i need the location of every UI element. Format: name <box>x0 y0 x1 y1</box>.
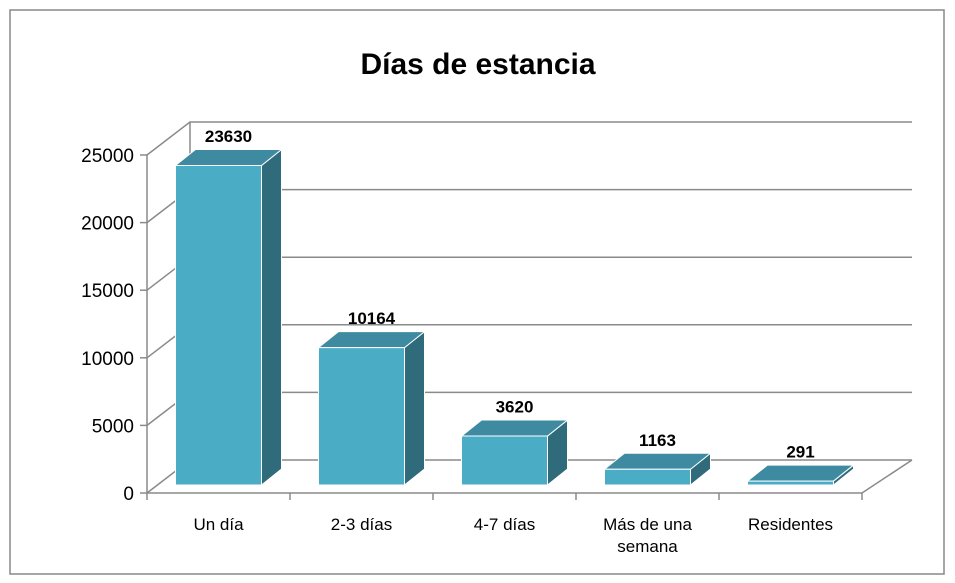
bar-side <box>261 148 282 487</box>
bar <box>460 419 569 487</box>
grid-line <box>146 121 912 156</box>
data-label: 23630 <box>205 127 252 146</box>
chart-border <box>9 9 945 575</box>
x-tick-label: 4-7 días <box>473 515 536 534</box>
x-tick-label: Un día <box>193 515 244 534</box>
chart-title: Días de estancia <box>360 48 595 81</box>
y-tick-label: 25000 <box>81 146 134 167</box>
floor-edge <box>861 459 913 494</box>
y-tick-label: 10000 <box>81 349 134 370</box>
bar <box>746 464 855 487</box>
bar <box>174 148 283 487</box>
y-tick-label: 20000 <box>81 214 134 235</box>
bar-front <box>318 347 405 486</box>
bar-side <box>404 330 425 487</box>
data-label: 291 <box>786 443 814 462</box>
bar-front <box>604 468 691 486</box>
y-tick-label: 5000 <box>92 416 134 437</box>
data-label: 3620 <box>496 398 534 417</box>
x-tick-label: 2-3 días <box>330 515 393 534</box>
y-tick-label: 0 <box>123 484 134 505</box>
bar <box>317 330 426 487</box>
data-label: 1163 <box>639 431 676 450</box>
bar-front <box>175 165 262 486</box>
bar <box>603 452 712 487</box>
data-label: 10164 <box>348 309 396 328</box>
x-tick-label: Residentes <box>747 515 834 534</box>
y-tick-label: 15000 <box>81 281 134 302</box>
x-tick-label: Más de una semana <box>603 515 692 556</box>
bar-front <box>747 480 834 486</box>
bar-front <box>461 435 548 486</box>
